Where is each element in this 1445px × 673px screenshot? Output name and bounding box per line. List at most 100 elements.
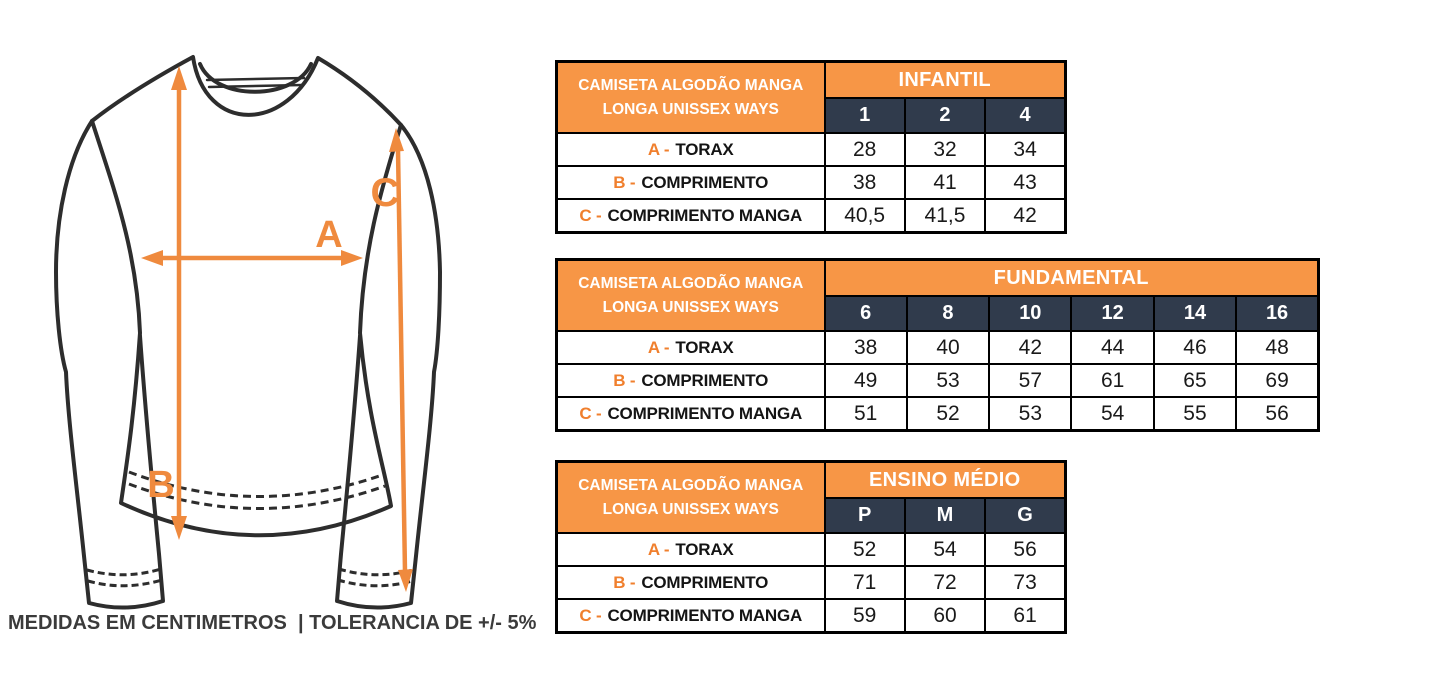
arrow-a [141, 250, 363, 266]
measurement-value: 54 [1070, 396, 1155, 432]
measurement-value: 53 [988, 396, 1073, 432]
measurement-value: 40,5 [823, 198, 906, 234]
size-header: P [823, 497, 906, 534]
group-header-fundamental: FUNDAMENTAL [823, 258, 1320, 297]
shirt-drawing: A B C [54, 55, 442, 610]
size-header: 4 [984, 97, 1067, 134]
arrow-c [389, 128, 413, 592]
row-letter: A - [647, 337, 670, 357]
measurement-value: 71 [823, 565, 906, 600]
row-label: B - COMPRIMENTO [555, 165, 826, 200]
row-letter: B - [613, 172, 636, 192]
table-row-torax: A - TORAX 38 40 42 44 46 48 [555, 330, 1320, 365]
measurement-value: 51 [823, 396, 908, 432]
measurement-value: 55 [1152, 396, 1238, 432]
row-letter: A - [647, 539, 670, 559]
arrow-b [171, 66, 187, 540]
product-title-cell: CAMISETA ALGODÃO MANGA LONGA UNISSEX WAY… [555, 460, 826, 534]
measure-label-c: C [371, 171, 400, 215]
row-letter: B - [613, 370, 636, 390]
row-name: COMPRIMENTO MANGA [607, 605, 803, 625]
measurement-value: 52 [823, 532, 906, 567]
product-title-line1: CAMISETA ALGODÃO MANGA [578, 274, 804, 292]
product-title-line2: LONGA UNISSEX WAYS [602, 500, 779, 518]
measurement-value: 48 [1235, 330, 1320, 365]
size-header: 16 [1235, 295, 1320, 332]
shirt-measurement-diagram: A B C [0, 0, 545, 668]
measurement-value: 46 [1152, 330, 1238, 365]
shirt-body-outline [90, 55, 403, 538]
row-label: B - COMPRIMENTO [555, 565, 826, 600]
measurement-value: 54 [903, 532, 987, 567]
measurement-value: 43 [984, 165, 1067, 200]
measurement-value: 56 [984, 532, 1067, 567]
measurement-value: 40 [905, 330, 991, 365]
measurement-value: 41,5 [903, 198, 987, 234]
measurement-value: 59 [823, 598, 906, 634]
size-table-fundamental: CAMISETA ALGODÃO MANGA LONGA UNISSEX WAY… [555, 258, 1320, 432]
measurement-value: 52 [905, 396, 991, 432]
size-header: 10 [988, 295, 1073, 332]
measurement-value: 72 [903, 565, 987, 600]
measurement-value: 44 [1070, 330, 1155, 365]
row-name: COMPRIMENTO [641, 572, 769, 592]
product-title-line2: LONGA UNISSEX WAYS [602, 100, 779, 118]
measure-label-b: B [147, 464, 174, 506]
product-title-line1: CAMISETA ALGODÃO MANGA [578, 76, 804, 94]
measurement-value: 61 [1070, 363, 1155, 398]
table-row-torax: A - TORAX 52 54 56 [555, 532, 1067, 567]
row-label: A - TORAX [555, 132, 826, 167]
table-row-comprimento-manga: C - COMPRIMENTO MANGA 40,5 41,5 42 [555, 198, 1067, 234]
size-header: G [984, 497, 1067, 534]
measurement-value: 38 [823, 330, 908, 365]
measurement-value: 57 [988, 363, 1073, 398]
row-name: COMPRIMENTO MANGA [607, 205, 803, 225]
table-row-comprimento-manga: C - COMPRIMENTO MANGA 51 52 53 54 55 56 [555, 396, 1320, 432]
product-title-line2: LONGA UNISSEX WAYS [602, 298, 779, 316]
row-label: C - COMPRIMENTO MANGA [555, 198, 826, 234]
product-title-line1: CAMISETA ALGODÃO MANGA [578, 476, 804, 494]
measurement-value: 73 [984, 565, 1067, 600]
size-header: 8 [905, 295, 991, 332]
back-neck-lines [205, 76, 306, 89]
measurement-value: 38 [823, 165, 906, 200]
row-name: COMPRIMENTO MANGA [607, 403, 803, 423]
row-label: A - TORAX [555, 532, 826, 567]
measurement-arrows [141, 66, 413, 592]
size-header: M [903, 497, 987, 534]
row-name: TORAX [675, 139, 734, 159]
measurement-value: 61 [984, 598, 1067, 634]
row-name: TORAX [675, 539, 734, 559]
row-name: COMPRIMENTO [641, 172, 769, 192]
table-row-comprimento: B - COMPRIMENTO 38 41 43 [555, 165, 1067, 200]
product-title-cell: CAMISETA ALGODÃO MANGA LONGA UNISSEX WAY… [555, 258, 826, 332]
table-row-comprimento-manga: C - COMPRIMENTO MANGA 59 60 61 [555, 598, 1067, 634]
units-tolerance-caption: MEDIDAS EM CENTIMETROS | TOLERANCIA DE +… [8, 612, 537, 634]
row-label: B - COMPRIMENTO [555, 363, 826, 398]
size-header: 1 [823, 97, 906, 134]
measure-label-a: A [315, 214, 342, 256]
measurement-value: 42 [984, 198, 1067, 234]
row-letter: C - [579, 605, 602, 625]
row-letter: C - [579, 403, 602, 423]
measurement-value: 53 [905, 363, 991, 398]
table-row-torax: A - TORAX 28 32 34 [555, 132, 1067, 167]
row-label: A - TORAX [555, 330, 826, 365]
row-label: C - COMPRIMENTO MANGA [555, 396, 826, 432]
row-name: TORAX [675, 337, 734, 357]
row-name: COMPRIMENTO [641, 370, 769, 390]
measurement-value: 60 [903, 598, 987, 634]
row-letter: B - [613, 572, 636, 592]
measurement-value: 28 [823, 132, 906, 167]
measurement-value: 49 [823, 363, 908, 398]
size-header: 12 [1070, 295, 1155, 332]
measurement-value: 41 [903, 165, 987, 200]
right-sleeve-outline [335, 123, 442, 610]
measurement-value: 42 [988, 330, 1073, 365]
collar-inner-line [198, 62, 313, 94]
row-label: C - COMPRIMENTO MANGA [555, 598, 826, 634]
left-cuff-stitching [86, 567, 163, 588]
size-header: 14 [1152, 295, 1238, 332]
measurement-value: 56 [1235, 396, 1320, 432]
table-row-comprimento: B - COMPRIMENTO 71 72 73 [555, 565, 1067, 600]
